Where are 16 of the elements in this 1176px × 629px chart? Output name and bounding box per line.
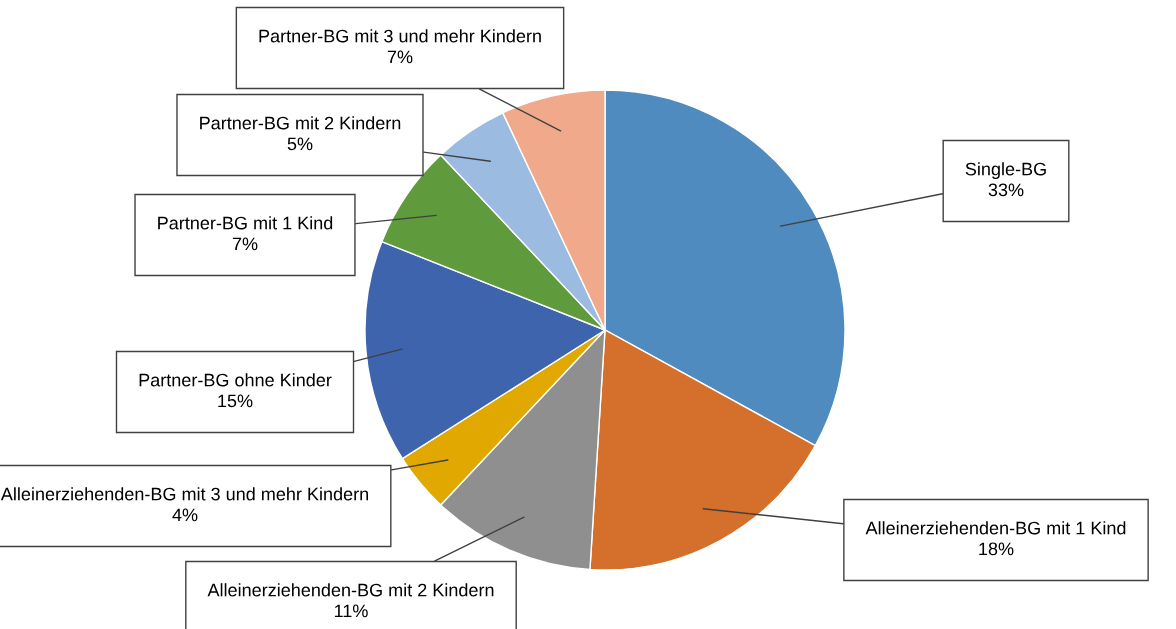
data-label: 11% (334, 604, 368, 618)
data-label: 5% (287, 137, 313, 151)
data-label: 18% (979, 542, 1014, 556)
slice-label: Partner-BG mit 3 und mehr Kindern (259, 29, 541, 43)
data-label: 15% (218, 394, 253, 408)
slice-label: Partner-BG ohne Kinder (139, 373, 332, 387)
data-label: 33% (988, 183, 1024, 197)
slice-label: Partner-BG mit 1 Kind (158, 216, 333, 230)
slice-label: Alleinerziehenden-BG mit 1 Kind (865, 521, 1126, 535)
data-label: 4% (172, 508, 198, 522)
slice-label: Alleinerziehenden-BG mit 2 Kindern (207, 583, 494, 597)
slice-label: Alleinerziehenden-BG mit 3 und mehr Kindern (0, 487, 369, 501)
data-label: 7% (232, 237, 258, 251)
slice-label: Single-BG (965, 162, 1046, 180)
data-label: 7% (387, 50, 413, 64)
slice-label: Partner-BG mit 2 Kindern (200, 116, 401, 130)
